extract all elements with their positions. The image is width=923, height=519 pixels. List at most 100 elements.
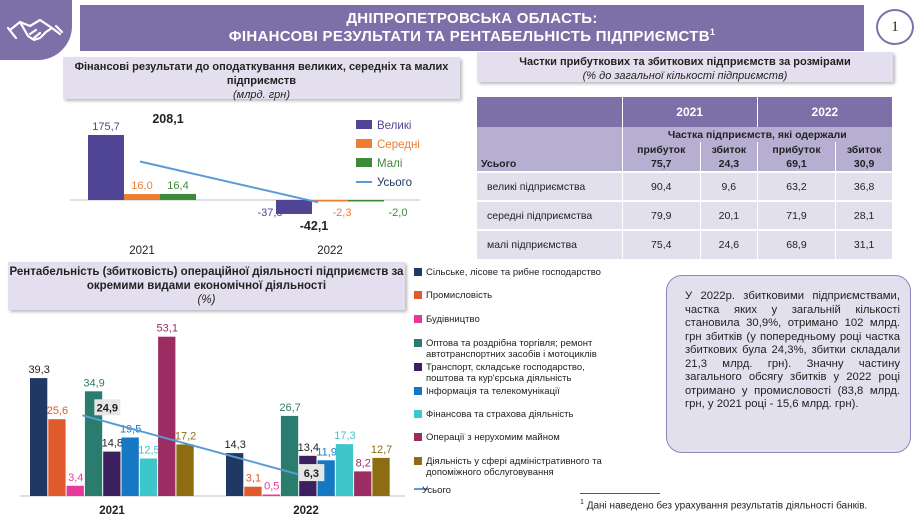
legend-label: Великі bbox=[377, 120, 411, 132]
data-label-total: 6,3 bbox=[304, 468, 319, 480]
legend-label: Оптова та роздрібна торгівля; ремонт авто… bbox=[426, 338, 597, 360]
table-cell: 9,6 bbox=[700, 171, 758, 201]
table-row: великі підприємства 90,4 9,6 63,2 36,8 bbox=[477, 171, 893, 201]
data-label-total: -42,1 bbox=[300, 219, 329, 233]
table-year-cell: 2021 bbox=[622, 97, 758, 127]
legend-swatch bbox=[414, 387, 422, 395]
header-footnote-mark: 1 bbox=[709, 27, 716, 37]
table-row-label: малі підприємства bbox=[477, 229, 623, 259]
data-label-total: 208,1 bbox=[152, 112, 183, 126]
bar-Операції з нерухомим майном bbox=[354, 471, 372, 496]
bar-Фінансова та страхова діяльність bbox=[335, 444, 354, 496]
legend-swatch bbox=[414, 315, 422, 323]
shares-subtitle: (% до загальної кількості підприємств) bbox=[582, 70, 788, 82]
bar-Транспорт, складське господарство, поштова та кур'єрська діяльність bbox=[103, 451, 121, 496]
bar-Інформація та телекомунікації bbox=[121, 437, 139, 496]
data-label: -37,8 bbox=[257, 207, 282, 219]
table-cell: 90,4 bbox=[622, 171, 701, 201]
data-label: 14,3 bbox=[224, 439, 245, 451]
data-label: 34,9 bbox=[83, 377, 104, 389]
footnote: 1 Дані наведено без урахування результат… bbox=[580, 499, 867, 511]
data-label: 3,1 bbox=[246, 473, 261, 485]
shares-table: 2021 2022 Частка підприємств, які одержа… bbox=[477, 97, 894, 259]
bar-Діяльність у сфері адміністративного та допоміжного обслуговування bbox=[372, 457, 390, 496]
bar-Операції з нерухомим майном bbox=[158, 336, 176, 496]
bar-Сільське, лісове та рибне господарство bbox=[226, 453, 244, 496]
series-line-total bbox=[82, 414, 309, 479]
x-tick-label: 2022 bbox=[293, 505, 319, 517]
table-cell: 75,4 bbox=[622, 229, 701, 259]
bar-Малі bbox=[160, 193, 196, 200]
table-cell: 24,3 bbox=[700, 157, 758, 172]
legend-label-line: Операції з нерухомим майном bbox=[426, 432, 560, 443]
table-row: середні підприємства 79,9 20,1 71,9 28,1 bbox=[477, 200, 893, 230]
table-empty-cell bbox=[477, 142, 623, 157]
profitability-subtitle: (%) bbox=[197, 294, 216, 306]
x-tick-label: 2021 bbox=[129, 245, 155, 257]
legend-label: Будівництво bbox=[426, 314, 480, 325]
legend-label-line: допоміжного обслуговування bbox=[426, 467, 554, 478]
table-corner-cell bbox=[477, 97, 623, 127]
table-empty-cell bbox=[477, 127, 623, 142]
table-col-header: збиток bbox=[700, 142, 758, 157]
data-label: 0,5 bbox=[264, 481, 279, 493]
data-label: 8,2 bbox=[356, 457, 371, 469]
table-col-header-row: прибуток збиток прибуток збиток bbox=[477, 142, 893, 157]
page-header: ДНІПРОПЕТРОВСЬКА ОБЛАСТЬ: ФІНАНСОВІ РЕЗУ… bbox=[80, 5, 864, 51]
table-cell: 71,9 bbox=[757, 200, 837, 230]
table-cell: 24,6 bbox=[700, 229, 758, 259]
data-label: 12,5 bbox=[138, 445, 159, 457]
table-row-label: великі підприємства bbox=[477, 171, 623, 201]
bar-Середні bbox=[312, 200, 348, 202]
data-label: 175,7 bbox=[92, 121, 120, 133]
data-label: 12,7 bbox=[371, 444, 392, 456]
page-number: 1 bbox=[876, 9, 914, 45]
header-title-text: ФІНАНСОВІ РЕЗУЛЬТАТИ ТА РЕНТАБЕЛЬНІСТЬ П… bbox=[228, 28, 710, 45]
bar-Сільське, лісове та рибне господарство bbox=[30, 378, 48, 496]
legend-swatch bbox=[356, 158, 372, 167]
header-title-line1: ДНІПРОПЕТРОВСЬКА ОБЛАСТЬ: bbox=[346, 10, 598, 27]
table-cell: 31,1 bbox=[835, 229, 893, 259]
handshake-icon bbox=[6, 18, 64, 42]
financial-results-title-text: Фінансові результати до оподаткування ве… bbox=[74, 61, 449, 87]
logo-badge bbox=[0, 0, 72, 60]
legend-swatch bbox=[356, 120, 372, 129]
legend-swatch bbox=[414, 433, 422, 441]
legend-label-line: автотранспортних засобів і мотоциклів bbox=[426, 349, 597, 360]
footnote-mark: 1 bbox=[580, 499, 584, 506]
financial-results-title: Фінансові результати до оподаткування ве… bbox=[63, 57, 460, 101]
legend-label-line: Сільське, лісове та рибне господарство bbox=[426, 267, 601, 278]
data-label: -2,0 bbox=[389, 207, 408, 219]
legend-label: Операції з нерухомим майном bbox=[426, 432, 560, 443]
bar-Оптова та роздрібна торгівля; ремонт автотранспортних засобів і мотоциклів bbox=[280, 415, 299, 496]
table-cell: 69,1 bbox=[757, 157, 837, 172]
financial-results-subtitle: (млрд. грн) bbox=[233, 89, 290, 101]
table-col-header: збиток bbox=[835, 142, 893, 157]
data-label: 39,3 bbox=[28, 364, 49, 376]
legend-swatch bbox=[414, 363, 422, 371]
x-tick-label: 2021 bbox=[99, 505, 125, 517]
table-cell: 28,1 bbox=[835, 200, 893, 230]
legend-swatch bbox=[414, 339, 422, 347]
data-label: 53,1 bbox=[157, 323, 178, 335]
table-cell: 75,7 bbox=[622, 157, 701, 172]
data-label: 16,0 bbox=[131, 180, 152, 192]
shares-title: Частки прибуткових та збиткових підприєм… bbox=[477, 52, 893, 82]
summary-note: У 2022р. збитковими підприємствами, част… bbox=[666, 275, 911, 453]
data-label: 3,4 bbox=[68, 472, 83, 484]
x-tick-label: 2022 bbox=[317, 245, 343, 257]
table-cell: 30,9 bbox=[835, 157, 893, 172]
bar-Будівництво bbox=[66, 485, 84, 496]
legend-label-line: Транспорт, складське господарство, bbox=[426, 362, 585, 373]
bar-Промисловість bbox=[244, 486, 262, 496]
legend-swatch bbox=[414, 291, 422, 299]
header-title-line2: ФІНАНСОВІ РЕЗУЛЬТАТИ ТА РЕНТАБЕЛЬНІСТЬ П… bbox=[80, 27, 864, 45]
data-label: 17,2 bbox=[175, 430, 196, 442]
legend-label: Діяльність у сфері адміністративного та д… bbox=[426, 456, 602, 478]
table-cell: 68,9 bbox=[757, 229, 837, 259]
legend-swatch bbox=[414, 410, 422, 418]
bar-Діяльність у сфері адміністративного та допоміжного обслуговування bbox=[176, 444, 194, 496]
legend-label: Малі bbox=[377, 158, 402, 170]
